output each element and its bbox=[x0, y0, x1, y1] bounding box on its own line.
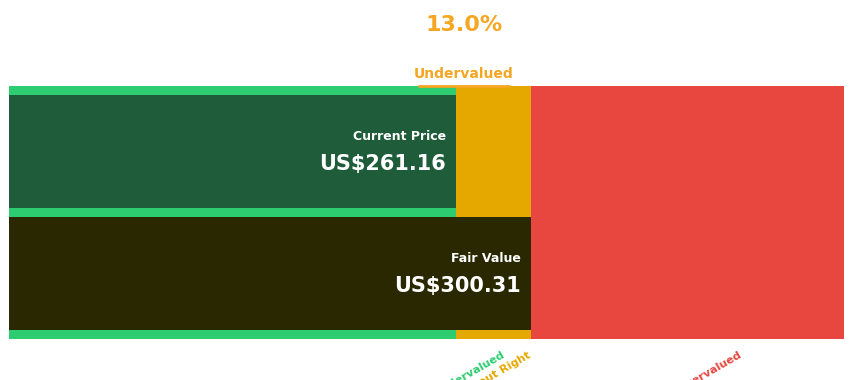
Text: US$261.16: US$261.16 bbox=[319, 154, 446, 174]
Text: 20% Undervalued: 20% Undervalued bbox=[406, 350, 505, 380]
Bar bbox=[9, 217, 530, 329]
Text: 13.0%: 13.0% bbox=[425, 15, 502, 35]
Bar bbox=[530, 86, 843, 339]
Text: Fair Value: Fair Value bbox=[451, 252, 521, 265]
Text: 20% Overvalued: 20% Overvalued bbox=[648, 350, 742, 380]
Bar bbox=[9, 86, 455, 339]
Bar bbox=[455, 86, 530, 339]
Text: About Right: About Right bbox=[463, 350, 532, 380]
Text: Undervalued: Undervalued bbox=[414, 67, 514, 81]
Text: US$300.31: US$300.31 bbox=[394, 276, 521, 296]
Bar bbox=[9, 95, 455, 208]
Text: Current Price: Current Price bbox=[352, 130, 446, 143]
